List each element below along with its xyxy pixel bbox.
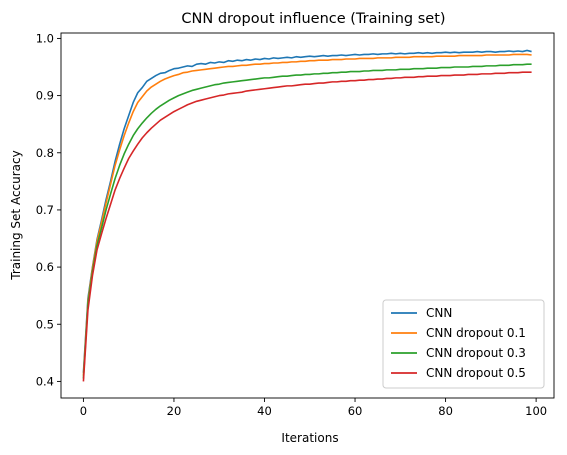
x-tick-label: 60 [348, 404, 363, 418]
legend-box [382, 299, 545, 389]
y-tick-label: 0.8 [36, 146, 54, 160]
y-axis-label: Training Set Accuracy [9, 150, 23, 280]
x-tick-label: 20 [167, 404, 182, 418]
chart-title: CNN dropout influence (Training set) [181, 11, 445, 27]
series-line-2 [82, 53, 532, 376]
legend: CNN CNN dropout 0.1 CNN dropout 0.3 CNN dro… [382, 299, 545, 389]
y-tick-label: 0.5 [36, 317, 54, 331]
legend-label-2: CNN dropout 0.1 [426, 326, 526, 340]
series-line-4 [82, 71, 532, 382]
legend-label-4: CNN dropout 0.5 [426, 366, 526, 380]
x-tick-label: 40 [257, 404, 272, 418]
y-tick-label: 0.4 [36, 374, 54, 388]
y-tick-label: 0.9 [36, 89, 54, 103]
x-tick-label: 80 [438, 404, 453, 418]
y-tick-label: 0.7 [36, 203, 54, 217]
y-tick-label: 1.0 [36, 31, 54, 45]
series-line-1 [82, 49, 532, 373]
legend-label-1: CNN [426, 306, 452, 320]
axis-ticks: 0 20 40 60 80 100 0.4 0.5 0.6 0.7 0.8 0.9 1.0 [36, 31, 547, 418]
legend-label-3: CNN dropout 0.3 [426, 346, 526, 360]
axes-frame [60, 32, 555, 399]
x-axis-label: Iterations [281, 431, 338, 445]
plot-area [60, 32, 555, 399]
y-tick-label: 0.6 [36, 260, 54, 274]
x-tick-label: 0 [80, 404, 87, 418]
series-line-3 [82, 63, 532, 379]
x-tick-label: 100 [525, 404, 547, 418]
